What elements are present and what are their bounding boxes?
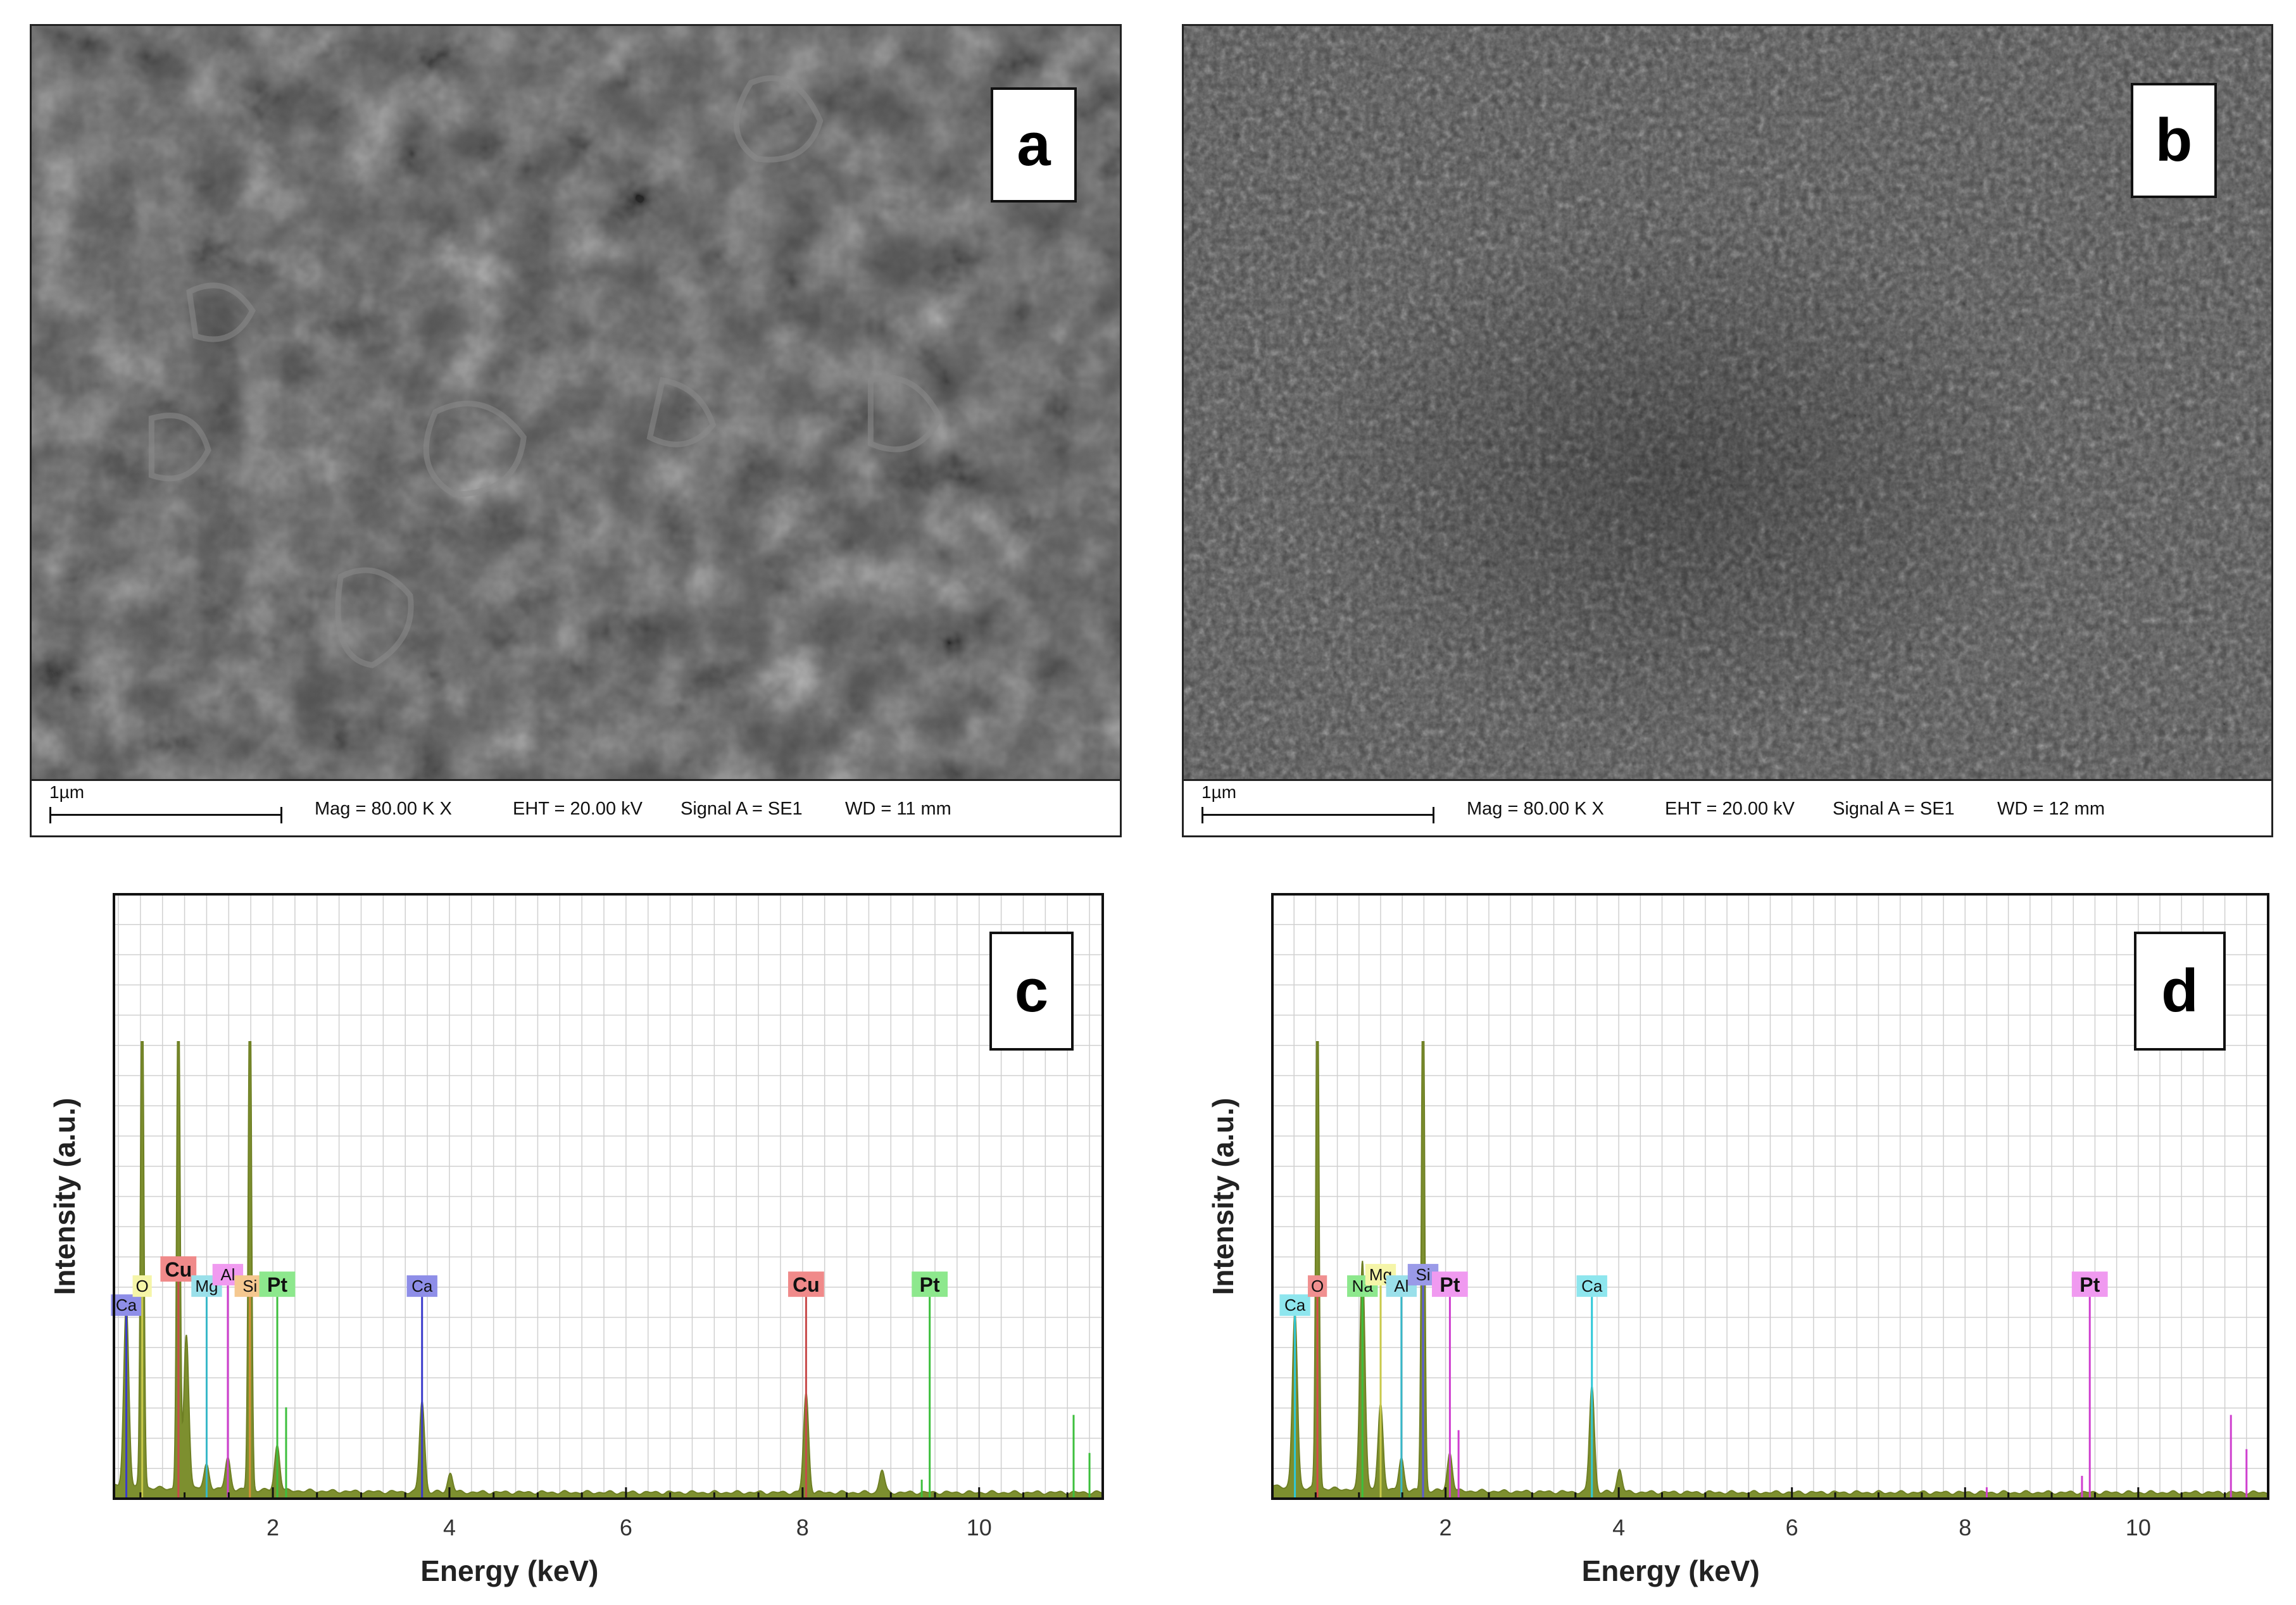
wd-readout: WD = 12 mm (1997, 799, 2105, 819)
x-tick-label: 8 (1959, 1514, 1971, 1540)
x-tick-label: 2 (267, 1514, 279, 1540)
gridlines (114, 894, 1103, 1499)
element-label: Ca (1581, 1277, 1603, 1296)
element-label-box (406, 1275, 437, 1297)
scale-bar (49, 807, 282, 823)
signal-readout: Signal A = SE1 (1833, 799, 1955, 819)
element-label: Ca (411, 1277, 433, 1296)
element-label-box (912, 1271, 948, 1297)
y-axis-title: Intensity (a.u.) (1207, 1098, 1239, 1296)
element-label-box (111, 1294, 142, 1316)
plot-frame (113, 893, 1104, 1500)
x-tick-label: 8 (796, 1514, 809, 1540)
element-label: Ca (116, 1296, 137, 1315)
magnification-readout: Mag = 80.00 K X (1467, 799, 1604, 819)
element-label: Pt (2080, 1273, 2100, 1296)
x-axis-title: Energy (keV) (1582, 1554, 1760, 1587)
element-label-box (788, 1271, 824, 1297)
element-label-box (2071, 1271, 2108, 1297)
element-label: Pt (1440, 1273, 1460, 1296)
element-label: Al (220, 1265, 235, 1284)
x-tick-label: 10 (2126, 1514, 2151, 1540)
sem-image-a (32, 26, 1120, 782)
panel-label-c: c (989, 932, 1074, 1051)
x-tick-label: 4 (443, 1514, 456, 1540)
panel-label-a: a (991, 87, 1077, 203)
element-label-box (1308, 1275, 1327, 1297)
x-tick-label: 6 (620, 1514, 632, 1540)
panel-label-b: b (2131, 83, 2217, 198)
element-label: Al (1394, 1277, 1408, 1296)
panel-label-d: d (2134, 932, 2226, 1051)
sem-panel-b: b 1µm Mag = 80.00 K X EHT = 20.00 kV Sig… (1182, 24, 2273, 837)
y-axis-title: Intensity (a.u.) (48, 1098, 81, 1296)
x-tick-label: 4 (1612, 1514, 1625, 1540)
eds-chart-d: Ca O Na Mg Al Si Pt Ca Pt 2 4 6 8 10 Energy (keV) Inten… (1146, 873, 2296, 1605)
signal-readout: Signal A = SE1 (681, 799, 803, 819)
plot-frame (1271, 893, 2269, 1500)
sem-image-b (1184, 26, 2271, 782)
element-label: O (136, 1277, 149, 1296)
eht-readout: EHT = 20.00 kV (513, 799, 643, 819)
scale-bar-label: 1µm (49, 782, 85, 802)
scale-bar-label: 1µm (1201, 782, 1237, 802)
element-label: Si (1415, 1265, 1430, 1284)
x-tick-label: 10 (967, 1514, 992, 1540)
spectrum-area (1272, 1041, 2268, 1499)
element-label: Cu (793, 1273, 820, 1296)
gridlines (1272, 894, 2269, 1499)
element-label: Si (242, 1277, 257, 1296)
element-label: Ca (1284, 1296, 1306, 1315)
element-label-box (1279, 1294, 1310, 1316)
sem-info-bar-a: 1µm Mag = 80.00 K X EHT = 20.00 kV Signa… (32, 779, 1120, 835)
element-label-box (160, 1256, 197, 1282)
element-label-box (1432, 1271, 1468, 1297)
eht-readout: EHT = 20.00 kV (1665, 799, 1795, 819)
element-label: Cu (165, 1258, 192, 1281)
scale-bar (1201, 807, 1434, 823)
element-label: O (1311, 1277, 1324, 1296)
element-label-box (1576, 1275, 1607, 1297)
x-tick-label: 2 (1440, 1514, 1452, 1540)
x-axis-title: Energy (keV) (420, 1554, 598, 1587)
element-label: Pt (267, 1273, 287, 1296)
magnification-readout: Mag = 80.00 K X (315, 799, 452, 819)
x-tick-label: 6 (1786, 1514, 1798, 1540)
wd-readout: WD = 11 mm (845, 799, 951, 819)
element-label-box (259, 1271, 296, 1297)
element-label: Pt (920, 1273, 940, 1296)
sem-panel-a: a 1µm Mag = 80.00 K X EHT = 20.00 kV Sig… (30, 24, 1122, 837)
element-label-box (132, 1275, 152, 1297)
spectrum-area (114, 1041, 1103, 1499)
eds-chart-c: Ca O Cu Mg Al Si Pt Ca Cu Pt 2 4 6 8 10 Energy (keV) Int… (0, 873, 1139, 1605)
sem-info-bar-b: 1µm Mag = 80.00 K X EHT = 20.00 kV Signa… (1184, 779, 2271, 835)
